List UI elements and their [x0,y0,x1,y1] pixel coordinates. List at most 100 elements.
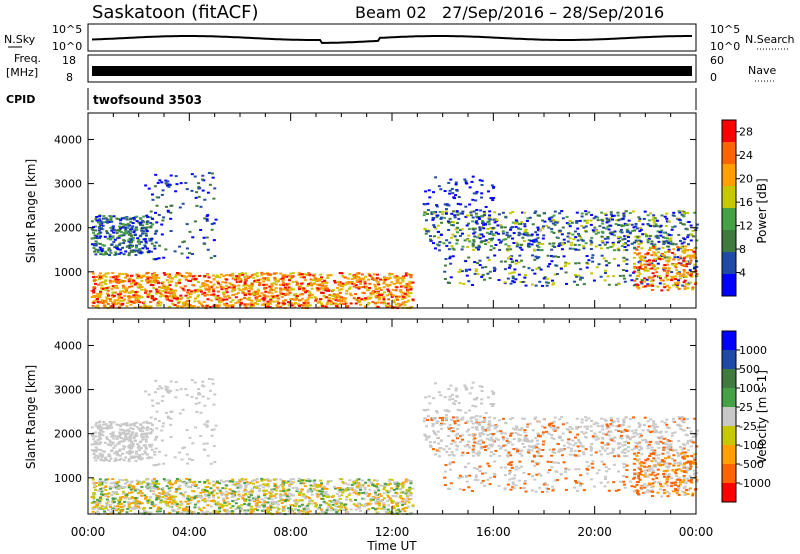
power-cell [332,293,336,296]
velocity-cell [407,491,411,494]
velocity-cell [274,502,278,505]
power-cell [679,257,683,260]
velocity-cell [407,494,411,497]
power-cell [443,278,447,281]
power-cell [521,236,525,239]
power-cell [119,279,123,282]
velocity-cell [158,385,162,388]
power-cell [168,294,172,297]
power-cell [149,225,153,228]
velocity-cell [357,507,361,510]
velocity-cell [371,498,375,501]
power-cell [294,280,298,283]
velocity-cell [157,482,161,485]
power-cell [258,278,262,281]
velocity-cell [199,494,203,497]
power-cell [342,298,346,301]
velocity-cell [287,492,291,495]
velocity-cell [118,478,122,481]
velocity-cell [376,487,380,490]
power-cell [226,306,230,309]
velocity-cell [236,506,240,509]
power-cell [92,244,96,247]
velocity-cell [138,454,142,457]
velocity-cell [243,493,247,496]
power-cell [201,293,205,296]
power-cell [287,282,291,285]
power-cell [666,234,670,237]
power-cell [279,287,283,290]
velocity-cell [115,451,119,454]
power-cell [625,249,629,252]
power-cell [145,230,149,233]
velocity-cell [281,509,285,512]
power-cell [424,232,428,235]
power-cell [166,209,170,212]
velocity-cell [222,481,226,484]
velocity-cell [386,508,390,511]
power-cell [681,249,685,252]
power-cell [651,263,655,266]
power-cell [284,294,288,297]
velocity-cell [292,494,296,497]
velocity-cell [166,386,170,389]
power-cell [682,212,686,215]
velocity-cell [125,438,129,441]
power-cell [127,254,131,257]
power-cell [646,239,650,242]
power-cell [445,204,449,207]
power-cell [212,197,216,200]
power-cell [378,293,382,296]
velocity-cell [447,427,451,430]
velocity-cell [148,496,152,499]
velocity-cell [216,496,220,499]
power-cell [163,287,167,290]
velocity-cell [251,510,255,513]
power-cell [111,280,115,283]
power-cell [121,286,125,289]
velocity-cell [408,486,412,489]
power-cell [503,260,507,263]
power-cell [206,248,210,251]
power-cell [437,230,441,233]
power-cell [560,233,564,236]
velocity-cell [250,480,254,483]
power-cell [166,180,170,183]
power-cell [486,256,490,259]
power-cell [439,188,443,191]
power-cell [473,272,477,275]
power-cell [174,190,178,193]
velocity-cell [104,456,108,459]
velocity-cell [409,494,413,497]
power-cell [382,282,386,285]
power-cell [337,289,341,292]
power-cell [435,205,439,208]
power-cell [161,189,165,192]
power-cell [318,298,322,301]
power-cell [682,223,686,226]
velocity-cell [606,441,610,444]
power-cell [117,253,121,256]
velocity-cell [104,505,108,508]
power-cell [672,248,676,251]
power-cell [647,259,651,262]
power-cell [448,217,452,220]
power-cell [685,228,689,231]
power-cell [148,237,152,240]
velocity-cell [160,429,164,432]
power-cell [201,178,205,181]
velocity-cell [323,493,327,496]
power-cell [460,248,464,251]
velocity-cell [409,491,413,494]
power-cell [173,250,177,253]
power-cell [626,240,630,243]
power-cell [403,295,407,298]
power-cell [124,226,128,229]
power-cell [222,303,226,306]
power-cell [221,291,225,294]
power-cell [541,225,545,228]
velocity-cell [245,481,249,484]
power-cell [312,279,316,282]
velocity-cell [299,509,303,512]
